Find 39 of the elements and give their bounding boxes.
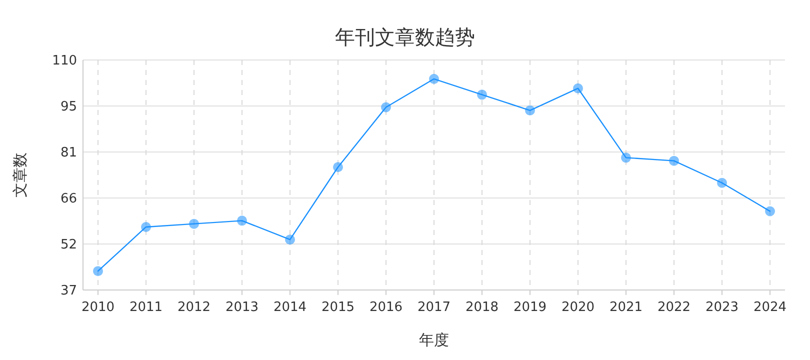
y-axis-title: 文章数 (11, 152, 29, 198)
x-tick-label: 2015 (321, 300, 355, 315)
x-tick-label: 2022 (657, 300, 691, 315)
x-tick-label: 2021 (609, 300, 643, 315)
point (141, 222, 151, 232)
x-tick-label: 2011 (129, 300, 163, 315)
point (525, 105, 535, 116)
x-tick-label: 2018 (465, 300, 499, 315)
point (93, 266, 103, 276)
point (333, 162, 343, 172)
x-tick-label: 2012 (177, 300, 211, 315)
y-tick-label: 110 (52, 54, 77, 68)
chart-title: 年刊文章数趋势 (335, 25, 475, 49)
x-tick-label: 2014 (273, 300, 307, 315)
x-tick-label: 2017 (417, 300, 451, 315)
y-tick-label: 66 (60, 192, 77, 206)
x-tick-label: 2010 (81, 300, 115, 315)
point (477, 90, 487, 100)
x-tick-label: 2023 (705, 300, 739, 315)
point (573, 83, 583, 94)
point (237, 216, 247, 226)
point (381, 102, 391, 112)
y-tick-label: 95 (60, 100, 77, 114)
point (669, 156, 679, 166)
point (717, 178, 727, 188)
point (765, 206, 775, 216)
x-tick-label: 2024 (753, 300, 787, 315)
x-tick-label: 2016 (369, 300, 403, 315)
x-tick-label: 2020 (561, 300, 595, 315)
y-tick-label: 52 (60, 238, 77, 252)
point (621, 152, 631, 163)
x-tick-label: 2013 (225, 300, 259, 315)
x-axis-title: 年度 (419, 331, 449, 349)
y-tick-label: 37 (60, 284, 77, 298)
y-tick-label: 81 (60, 146, 77, 160)
point (285, 234, 295, 245)
x-tick-label: 2019 (513, 300, 547, 315)
point (429, 74, 439, 84)
point (189, 218, 199, 229)
